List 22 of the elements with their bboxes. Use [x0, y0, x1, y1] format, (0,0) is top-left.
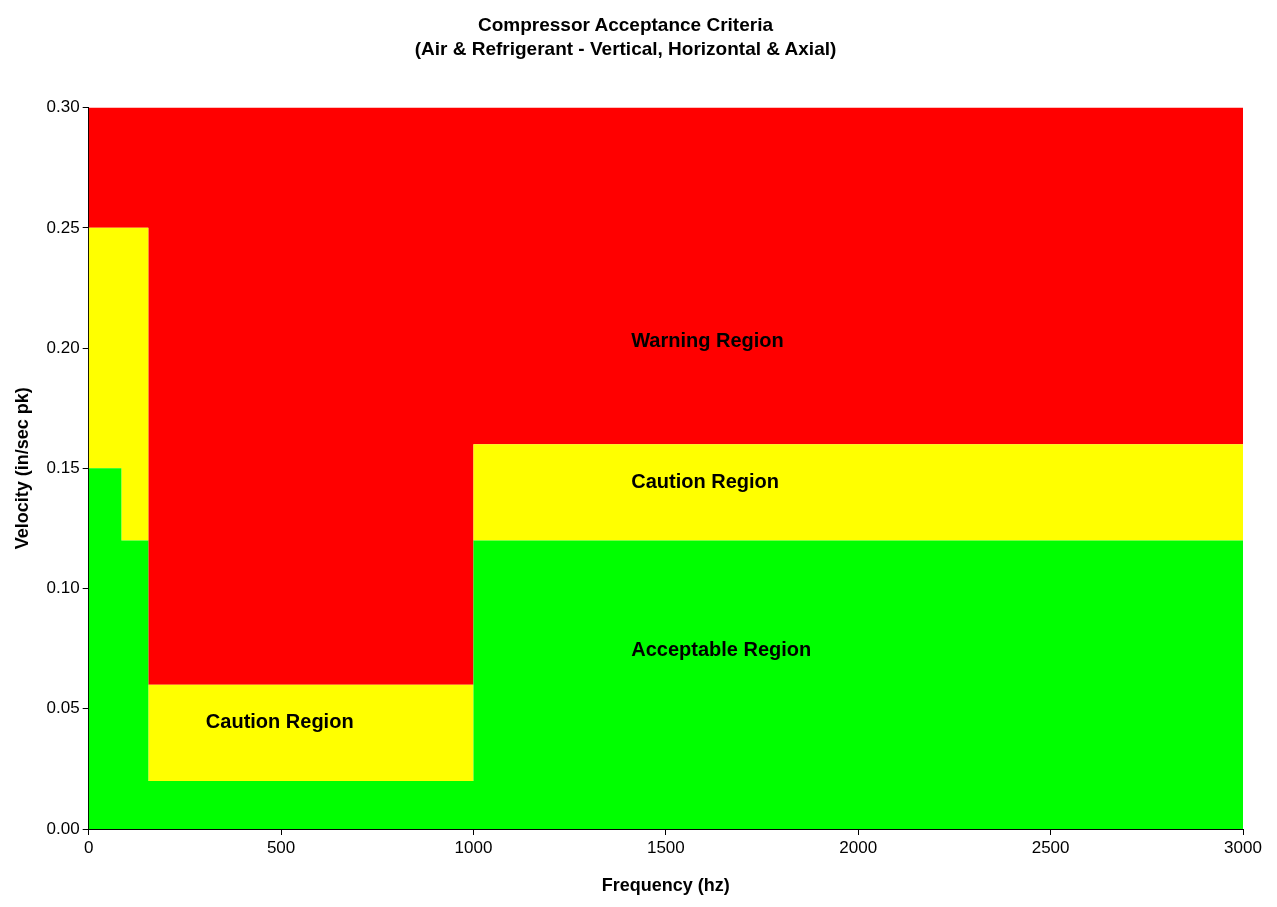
chart-subtitle: (Air & Refrigerant - Vertical, Horizontal & Axial): [414, 38, 837, 60]
y-axis-title: Velocity (in/sec pk): [11, 387, 32, 550]
y-tick-label: 0.25: [46, 217, 80, 237]
x-tick-label: 2500: [1031, 837, 1070, 857]
x-tick-label: 500: [266, 837, 296, 857]
y-tick-label: 0.00: [46, 818, 80, 838]
x-axis-title: Frequency (hz): [601, 875, 730, 896]
x-tick-label: 1500: [646, 837, 685, 857]
annotation: Acceptable Region: [631, 637, 812, 660]
annotation: Warning Region: [631, 328, 784, 351]
x-tick-label: 2000: [839, 837, 878, 857]
annotation: Caution Region: [205, 710, 354, 733]
y-tick-label: 0.15: [46, 457, 80, 477]
x-tick-label: 1000: [454, 837, 493, 857]
x-tick-label: 0: [83, 837, 94, 857]
y-tick-label: 0.30: [46, 97, 80, 117]
y-tick-label: 0.10: [46, 578, 80, 598]
y-tick-label: 0.20: [46, 337, 80, 357]
chart-title: Compressor Acceptance Criteria: [478, 13, 774, 35]
annotation: Caution Region: [631, 469, 779, 492]
x-tick-label: 3000: [1224, 837, 1262, 857]
y-tick-label: 0.05: [46, 698, 80, 718]
